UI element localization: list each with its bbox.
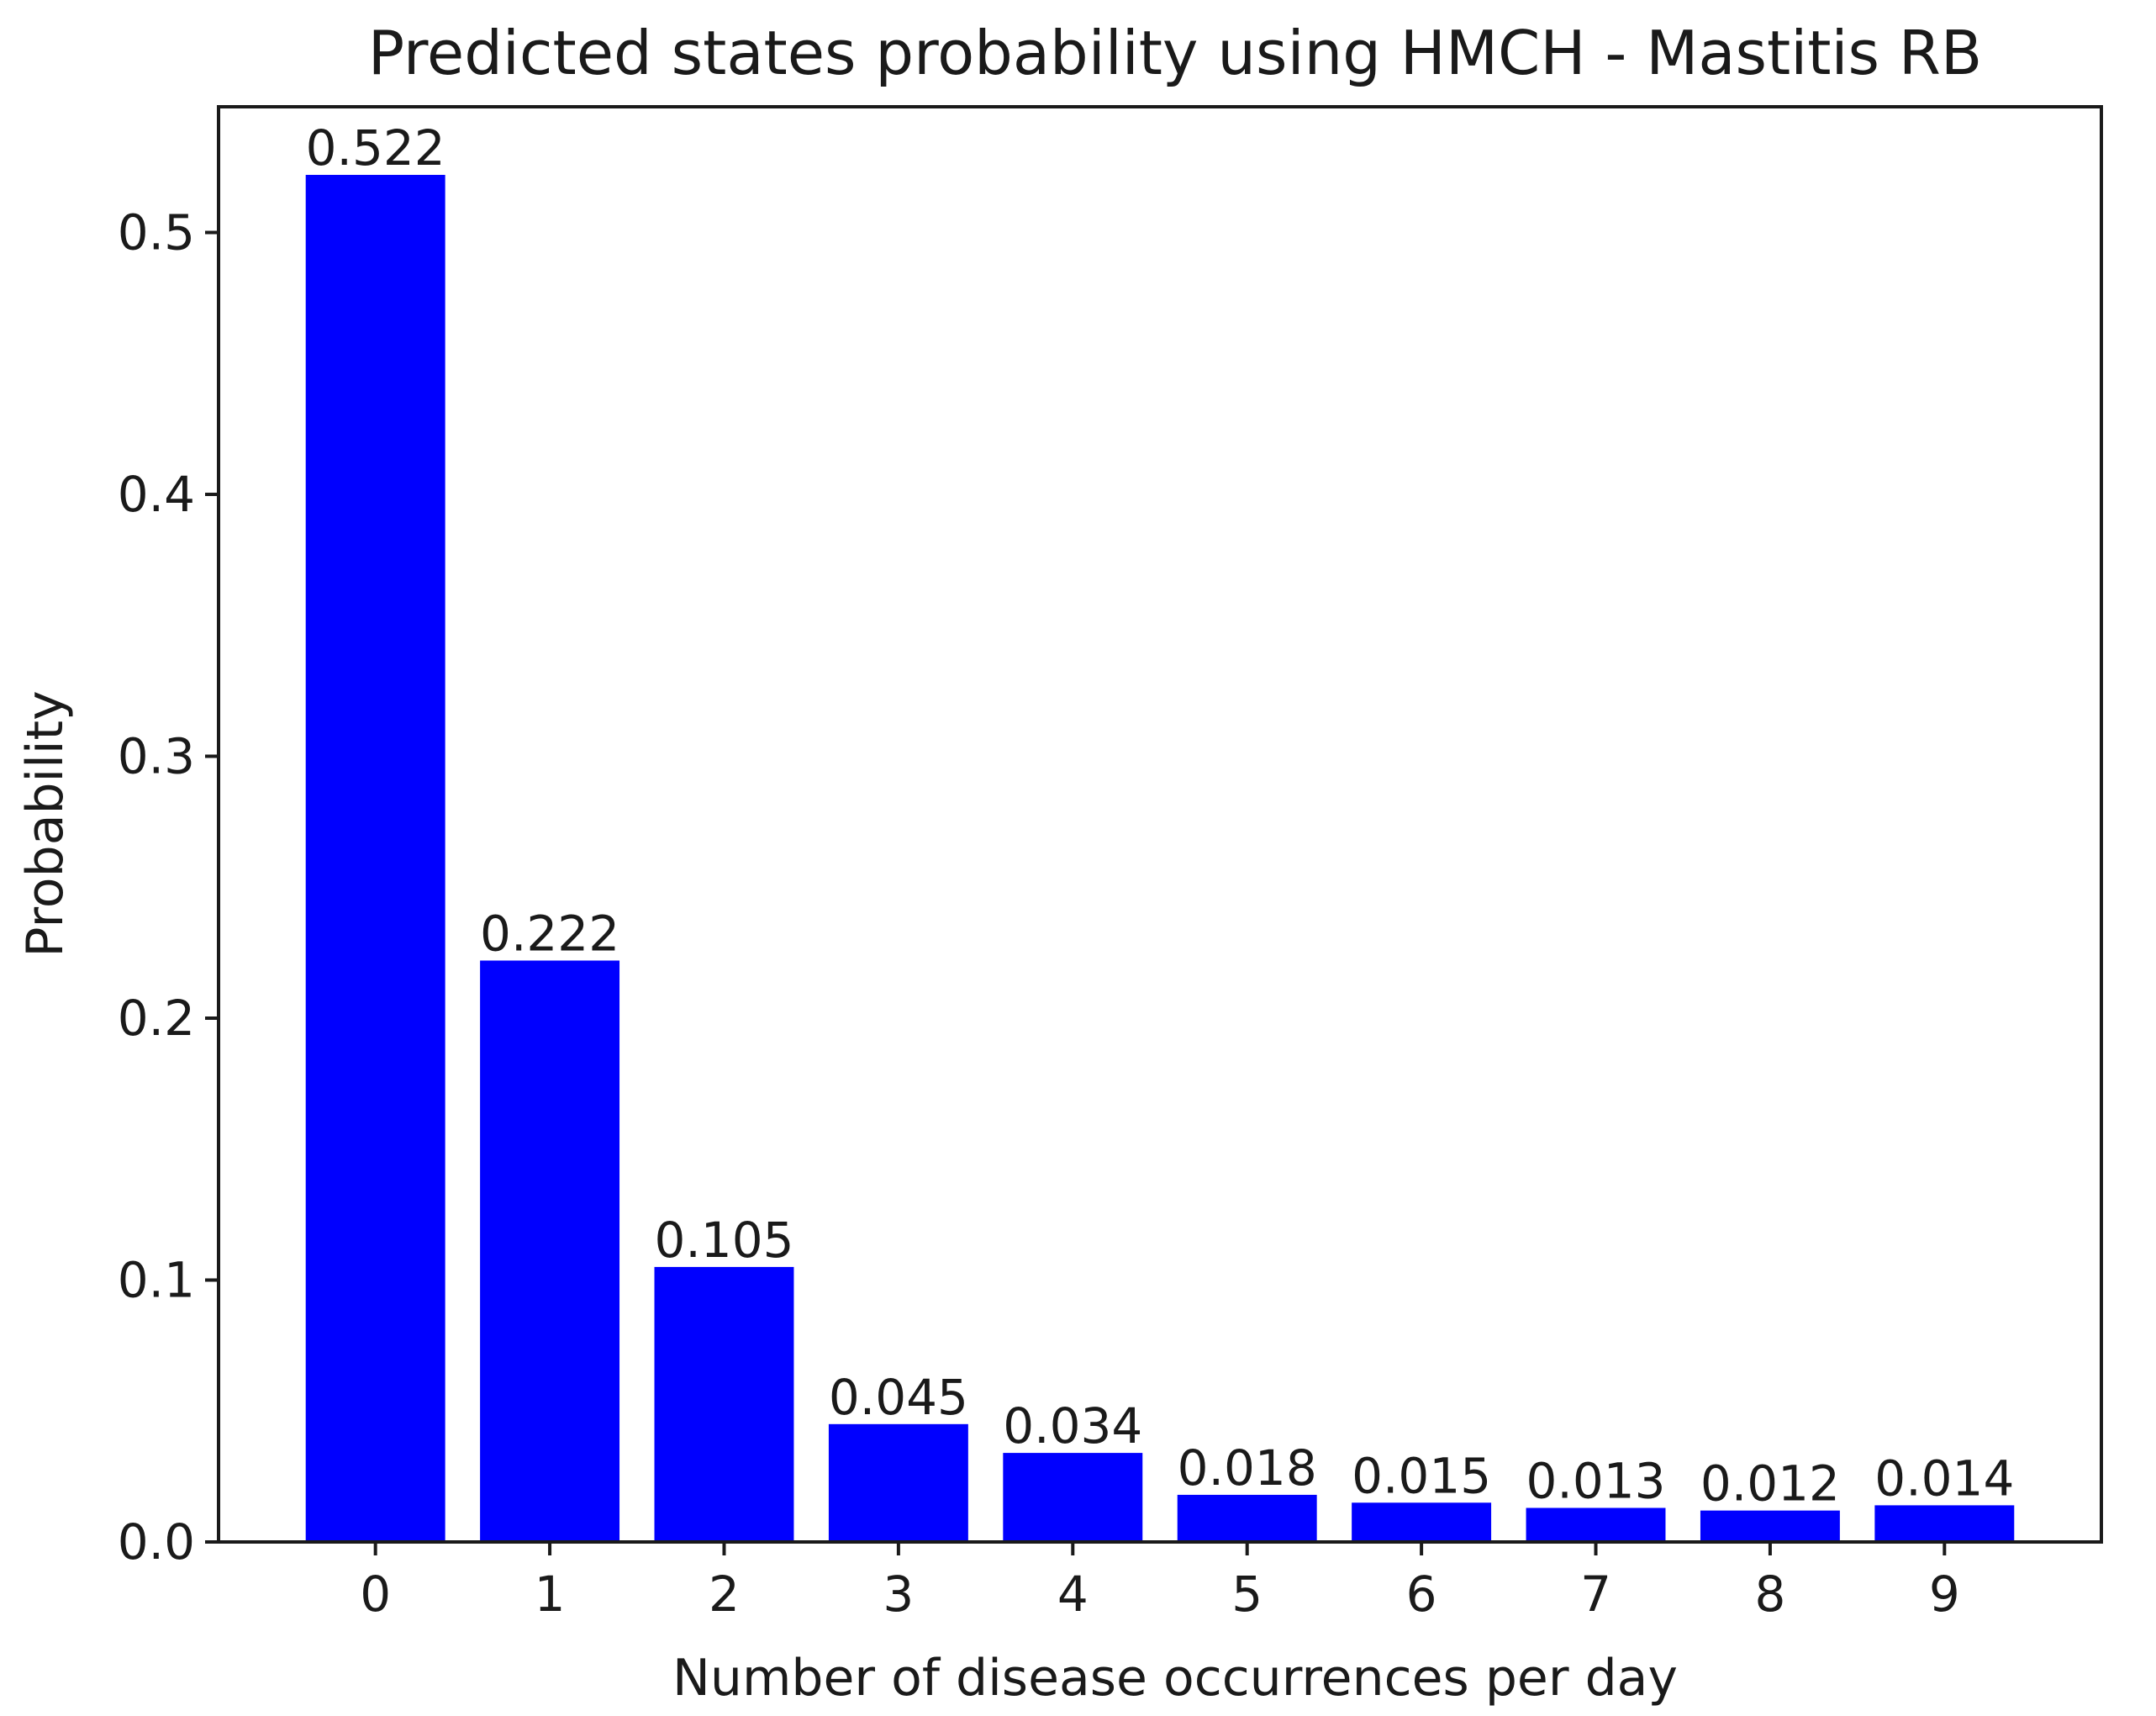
y-tick-label: 0.2 [118,990,195,1047]
bar-value-label: 0.522 [306,119,445,177]
bar-value-label: 0.222 [480,905,619,962]
x-tick-label: 8 [1754,1566,1785,1623]
bar-value-label: 0.013 [1526,1453,1665,1510]
bar-7 [1526,1507,1666,1542]
chart-title: Predicted states probability using HMCH … [368,18,1983,88]
bar-9 [1874,1505,2015,1542]
bar-value-label: 0.014 [1874,1449,2014,1507]
y-axis-ticks: 0.0 0.1 0.2 0.3 0.4 0.5 [118,204,219,1571]
bar-1 [480,960,620,1542]
x-tick-label: 6 [1406,1566,1437,1623]
bar-value-label: 0.012 [1700,1455,1840,1513]
bar-value-label: 0.045 [829,1369,968,1426]
x-tick-label: 3 [883,1566,914,1623]
x-tick-label: 4 [1057,1566,1089,1623]
x-tick-label: 0 [360,1566,391,1623]
x-tick-label: 5 [1231,1566,1262,1623]
plot-frame [217,105,2103,1544]
bar-value-label: 0.034 [1003,1397,1142,1455]
y-axis-label: Probability [16,690,75,957]
x-axis-label: Number of disease occurrences per day [672,1649,1678,1708]
bars [305,174,2015,1543]
bar-value-label: 0.105 [654,1212,793,1269]
y-tick-label: 0.1 [118,1252,195,1309]
x-tick-label: 9 [1929,1566,1960,1623]
x-tick-label: 1 [535,1566,566,1623]
bar-value-labels: 0.522 0.222 0.105 0.045 0.034 0.018 0.015 0.013… [306,119,2015,1513]
x-tick-label: 7 [1580,1566,1611,1623]
bar-value-label: 0.018 [1178,1439,1317,1497]
bar-value-label: 0.015 [1352,1447,1491,1504]
x-axis-ticks: 0 1 2 3 4 5 6 7 8 9 [360,1542,1960,1623]
y-tick-label: 0.3 [118,728,195,785]
bar-4 [1003,1453,1143,1542]
x-tick-label: 2 [709,1566,740,1623]
bar-6 [1352,1502,1492,1542]
y-tick-label: 0.0 [118,1513,195,1571]
bar-5 [1177,1494,1317,1542]
y-tick-label: 0.4 [118,466,195,523]
bar-3 [828,1423,968,1542]
bar-0 [305,174,445,1543]
bar-8 [1700,1510,1840,1542]
y-tick-label: 0.5 [118,204,195,261]
bar-2 [654,1266,794,1542]
